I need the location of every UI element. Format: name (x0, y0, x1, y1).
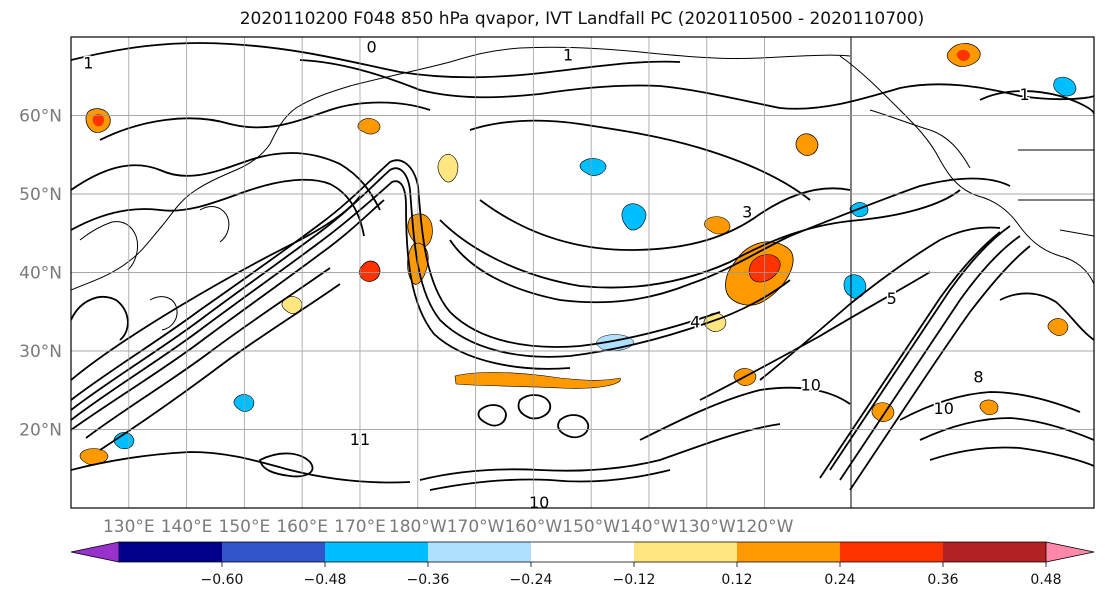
longitude-label: 130°E (103, 517, 155, 537)
colorbar-segment (325, 542, 428, 562)
negative-anomaly-patch (579, 158, 607, 176)
contour-label: 5 (887, 289, 897, 308)
plot-frame (70, 36, 1095, 509)
latitude-label: 20°N (19, 421, 62, 441)
contour-label: 8 (973, 367, 983, 386)
colorbar-segment (428, 542, 531, 562)
contour-label: 11 (350, 430, 370, 449)
contour-label: 4 (690, 312, 700, 331)
map-gridlines (71, 37, 1094, 508)
contour-label: 3 (742, 203, 752, 222)
positive-anomaly-patch (357, 118, 381, 135)
contour-label: 10 (529, 493, 549, 512)
colorbar-segment (119, 542, 222, 562)
longitude-label: 160°W (504, 517, 562, 537)
qvapor-anomaly-shading (79, 43, 1077, 465)
colorbar-segment (943, 542, 1046, 562)
colorbar-segment (634, 542, 737, 562)
positive-anomaly-patch (454, 372, 621, 389)
colorbar-tick-label: −0.24 (510, 572, 553, 588)
longitude-label: 150°E (219, 517, 271, 537)
qvapor-contours (71, 42, 1094, 491)
positive-anomaly-patch (1053, 76, 1077, 97)
latitude-labels: 60°N 50°N 40°N 30°N 20°N (19, 107, 62, 441)
longitude-label: 170°E (334, 517, 386, 537)
colorbar-tick-label: 0.48 (1030, 572, 1061, 588)
colorbar-tick-label: −0.60 (201, 572, 244, 588)
longitude-labels: 130°E 140°E 150°E 160°E 170°E 180°W 170°W 160°W… (103, 517, 794, 537)
positive-anomaly-patch (795, 133, 819, 156)
contour-label: 1 (83, 53, 93, 72)
longitude-label: 160°E (276, 517, 328, 537)
contour-label: 10 (801, 375, 821, 394)
latitude-label: 30°N (19, 342, 62, 362)
colorbar-tick-label: 0.12 (721, 572, 752, 588)
latitude-label: 40°N (19, 264, 62, 284)
colorbar-tick-label: −0.48 (304, 572, 347, 588)
contour-label: 10 (934, 399, 954, 418)
longitude-label: 150°W (562, 517, 620, 537)
contour-label: 1 (563, 46, 573, 65)
map-title: 2020110200 F048 850 hPa qvapor, IVT Land… (239, 9, 925, 29)
colorbar-segment (737, 542, 840, 562)
contour-label: 0 (366, 38, 376, 57)
colorbar-segment (222, 542, 325, 562)
longitude-label: 140°W (620, 517, 678, 537)
positive-anomaly-patch (358, 260, 381, 282)
colorbar-tick-label: 0.24 (824, 572, 855, 588)
colorbar-tick-label: −0.36 (407, 572, 450, 588)
longitude-label: 170°W (447, 517, 505, 537)
colorbar-tick-label: 0.36 (927, 572, 958, 588)
colorbar-tick-label: −0.12 (613, 572, 656, 588)
longitude-label: 120°W (736, 517, 794, 537)
positive-anomaly-patch (92, 113, 104, 127)
negative-anomaly-patch (621, 203, 647, 231)
positive-anomaly-patch (1047, 318, 1069, 336)
longitude-label: 180°W (389, 517, 447, 537)
latitude-label: 50°N (19, 185, 62, 205)
contour-label: 1 (1020, 85, 1030, 104)
colorbar-extend-low (70, 541, 120, 563)
positive-anomaly-patch (437, 154, 459, 183)
colorbar-segment (840, 542, 943, 562)
colorbar-extend-high (1045, 541, 1095, 563)
positive-anomaly-patch (979, 399, 999, 416)
colorbar-segment (531, 542, 634, 562)
longitude-label: 140°E (161, 517, 213, 537)
positive-anomaly-patch (704, 216, 731, 235)
latitude-label: 60°N (19, 107, 62, 127)
colorbar: −0.60 −0.48 −0.36 −0.24 −0.12 0.12 0.24 0.36 0.4… (70, 541, 1095, 588)
positive-anomaly-patch (956, 49, 970, 61)
longitude-label: 130°W (678, 517, 736, 537)
